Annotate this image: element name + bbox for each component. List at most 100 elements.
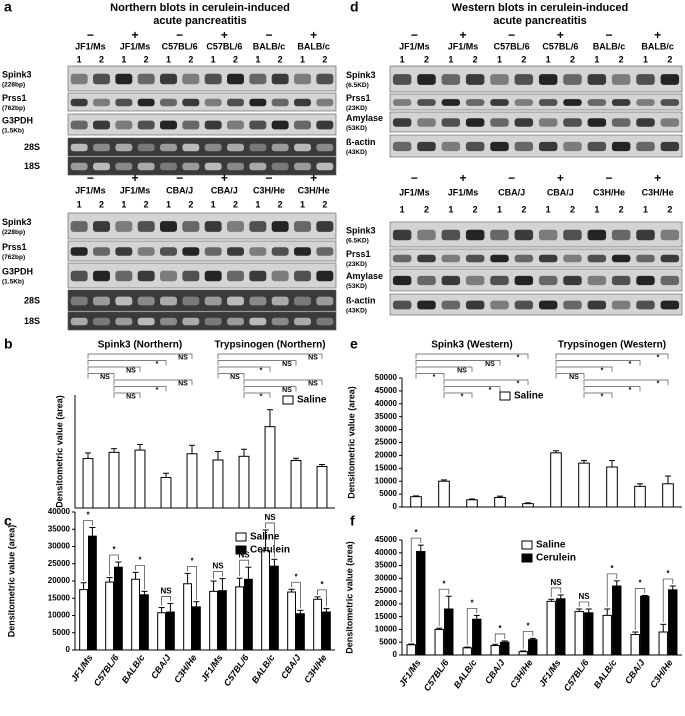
x-tick-label: JF1/Ms	[537, 658, 563, 689]
bar	[218, 590, 227, 651]
lane-label: 2	[99, 54, 104, 64]
lane-label: 1	[300, 54, 305, 64]
blot-band	[271, 221, 289, 232]
y-tick-label: 20000	[375, 451, 398, 460]
blot-strip	[389, 134, 683, 158]
significance-bracket	[555, 353, 669, 359]
y-tick-label: 15000	[48, 593, 71, 602]
blot-band	[636, 118, 655, 127]
legend-swatch	[499, 391, 511, 401]
blot-band	[70, 317, 88, 326]
row-size: (1.5Kb)	[2, 279, 24, 286]
blot-band	[316, 270, 334, 282]
lane-label: 1	[643, 54, 648, 64]
blot-band	[316, 120, 334, 130]
blot-band	[611, 229, 631, 241]
row-size: (43KD)	[346, 149, 367, 156]
strain-label: CBA/J	[166, 185, 193, 195]
treatment-sign: −	[605, 28, 612, 42]
blot-band	[249, 247, 267, 256]
significance-bracket	[87, 353, 193, 359]
blot-band	[392, 229, 412, 241]
blot-band	[514, 99, 534, 106]
blot-band	[660, 229, 680, 241]
blot-band	[538, 99, 558, 106]
blot-band	[93, 317, 110, 326]
significance-bracket	[113, 379, 193, 385]
significance-label: *	[526, 621, 530, 630]
lane-label: 2	[570, 204, 575, 214]
blot-band	[70, 98, 88, 107]
blot-band	[70, 162, 88, 171]
blot-band	[316, 143, 334, 152]
lane-label: 1	[400, 54, 405, 64]
blot-strip	[67, 137, 337, 157]
lane-label: 1	[448, 204, 453, 214]
lane-label: 1	[300, 199, 305, 209]
bar	[79, 589, 88, 651]
blot-band	[70, 221, 88, 232]
bar	[238, 455, 250, 509]
row-size: (1.5Kb)	[2, 128, 24, 135]
blot-band	[204, 317, 222, 326]
blot-band	[563, 118, 582, 127]
significance-label: NS	[578, 592, 590, 601]
blot-band	[182, 317, 200, 326]
blot-band	[636, 300, 655, 310]
blot-band	[115, 317, 133, 326]
x-tick-label: C3H/He	[508, 658, 535, 690]
blot-strip	[389, 221, 683, 248]
significance-bracket	[555, 373, 585, 379]
bar	[140, 594, 149, 651]
blot-band	[227, 98, 244, 107]
lane-label: 1	[594, 204, 599, 214]
blot-band	[249, 162, 267, 171]
blot-band	[93, 221, 110, 232]
lane-label: 1	[643, 204, 648, 214]
significance-bracket	[217, 366, 271, 372]
significance-label: NS	[457, 367, 467, 374]
bar	[472, 618, 482, 656]
significance-bracket	[239, 559, 249, 577]
row-label: Prss1	[2, 93, 27, 103]
bar	[296, 613, 305, 651]
blot-band	[587, 141, 607, 152]
treatment-sign: +	[131, 28, 138, 42]
significance-label: *	[517, 380, 520, 387]
legend-label: Saline	[536, 540, 566, 551]
bar	[630, 634, 640, 656]
lane-label: 1	[121, 54, 126, 64]
bar	[134, 449, 146, 509]
bar	[261, 550, 270, 651]
row-label: G3PDH	[2, 266, 33, 276]
blot-band	[204, 98, 222, 107]
blot-band	[294, 270, 311, 282]
bar	[634, 485, 646, 508]
significance-bracket	[243, 392, 271, 398]
blot-band	[93, 143, 110, 152]
y-tick-label: 45000	[375, 386, 398, 395]
lane-label: 2	[424, 204, 429, 214]
blot-band	[611, 141, 631, 152]
bar	[183, 583, 192, 651]
blot-band	[490, 300, 509, 310]
blot-band	[137, 247, 155, 256]
y-tick-label: 5000	[379, 637, 397, 646]
significance-label: *	[610, 564, 614, 573]
blot-band	[490, 254, 509, 263]
bar	[578, 462, 590, 508]
significance-bracket	[522, 630, 534, 649]
blot-strip	[67, 240, 337, 262]
x-tick-label: CBA/J	[279, 652, 303, 681]
blot-band	[490, 99, 509, 106]
strain-label: C3H/He	[642, 187, 674, 197]
blot-band	[271, 98, 289, 107]
x-tick-label: C57BL/6	[422, 657, 451, 693]
row-label: 18S	[24, 316, 40, 326]
blot-band	[115, 296, 133, 306]
significance-bracket	[135, 564, 145, 590]
lane-label: 1	[166, 199, 171, 209]
blot-band	[611, 300, 631, 310]
row-label: ß-actin	[346, 295, 376, 305]
blot-band	[115, 270, 133, 282]
